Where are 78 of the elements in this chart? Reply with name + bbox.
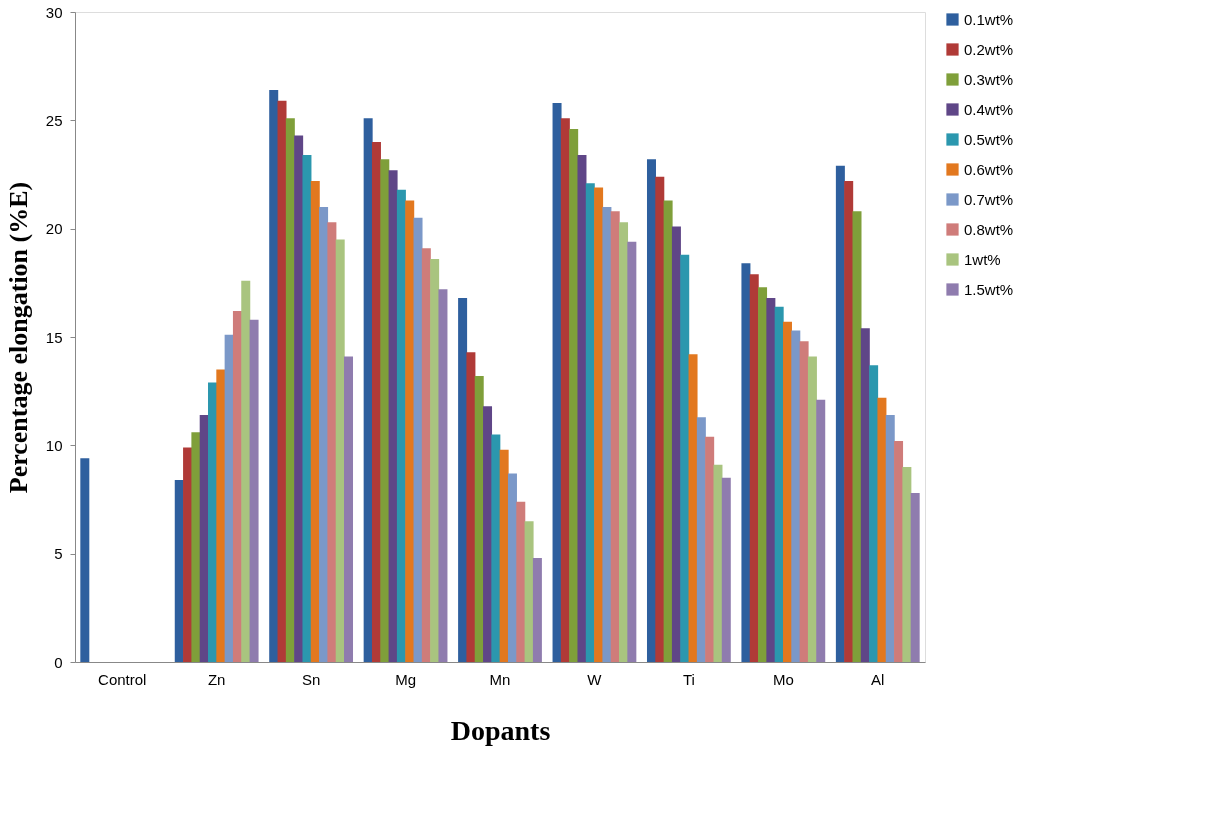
bar xyxy=(721,477,731,662)
x-axis-title: Dopants xyxy=(450,714,551,746)
legend-label: 0.6wt% xyxy=(964,160,1014,178)
bar xyxy=(532,558,542,662)
legend-label: 1wt% xyxy=(964,250,1001,268)
bar xyxy=(910,493,920,662)
y-tick-label: 20 xyxy=(45,220,63,238)
bar xyxy=(191,432,201,662)
bar xyxy=(705,436,715,662)
bar xyxy=(807,356,817,662)
bar xyxy=(766,298,776,662)
y-tick-label: 25 xyxy=(45,111,63,129)
bar xyxy=(474,376,484,662)
bar xyxy=(405,200,415,662)
bar xyxy=(577,155,587,662)
bar xyxy=(524,521,534,662)
bar xyxy=(344,356,354,662)
bar xyxy=(799,341,809,662)
bar xyxy=(216,369,226,662)
bar xyxy=(627,241,637,662)
bar xyxy=(680,254,690,662)
x-tick-label: Al xyxy=(871,670,885,688)
bar xyxy=(438,289,448,662)
bar xyxy=(902,467,912,662)
bar xyxy=(327,222,337,662)
legend-label: 0.4wt% xyxy=(964,100,1014,118)
bar xyxy=(269,90,279,662)
bar xyxy=(816,399,826,662)
bar xyxy=(458,298,468,662)
y-tick-label: 30 xyxy=(45,3,63,21)
legend-label: 0.8wt% xyxy=(964,220,1014,238)
bar xyxy=(852,211,862,662)
y-axis-title: Percentage elongation (%E) xyxy=(3,181,33,494)
bar xyxy=(655,176,665,662)
bar xyxy=(499,449,509,662)
bar xyxy=(877,397,887,662)
bar xyxy=(741,263,751,662)
x-tick-label: Ti xyxy=(682,670,695,688)
bar xyxy=(516,501,526,662)
bar xyxy=(869,365,879,662)
bar xyxy=(241,280,251,662)
bar xyxy=(80,458,90,662)
x-tick-label: Mg xyxy=(395,670,416,688)
x-tick-label: Mo xyxy=(772,670,794,688)
legend-label: 0.3wt% xyxy=(964,70,1014,88)
legend-label: 0.1wt% xyxy=(964,10,1014,28)
legend-label: 0.5wt% xyxy=(964,130,1014,148)
bar xyxy=(860,328,870,662)
bar xyxy=(688,354,698,662)
x-tick-label: Mn xyxy=(489,670,511,688)
bar xyxy=(894,441,904,662)
bar xyxy=(507,473,517,662)
bar xyxy=(844,181,854,662)
y-tick-label: 15 xyxy=(45,328,63,346)
y-tick-label: 10 xyxy=(45,436,63,454)
bar xyxy=(380,159,390,662)
bar xyxy=(302,155,312,662)
y-tick-label: 5 xyxy=(54,545,63,563)
bar xyxy=(885,415,895,662)
bar xyxy=(335,239,345,662)
bar xyxy=(713,464,723,662)
bar xyxy=(791,330,801,662)
bar xyxy=(430,259,440,662)
y-tick-label: 0 xyxy=(54,653,63,671)
bar xyxy=(483,406,493,662)
legend-label: 0.7wt% xyxy=(964,190,1014,208)
bar xyxy=(696,417,706,662)
bar xyxy=(249,319,259,662)
legend-label: 0.2wt% xyxy=(964,40,1014,58)
bar xyxy=(602,207,612,662)
bar xyxy=(491,434,501,662)
bar xyxy=(466,352,476,662)
x-tick-label: W xyxy=(587,670,603,688)
x-tick-label: Zn xyxy=(207,670,226,688)
x-tick-label: Sn xyxy=(301,670,321,688)
legend-label: 1.5wt% xyxy=(964,280,1014,298)
x-tick-label: Control xyxy=(98,670,147,688)
bar xyxy=(413,217,423,662)
